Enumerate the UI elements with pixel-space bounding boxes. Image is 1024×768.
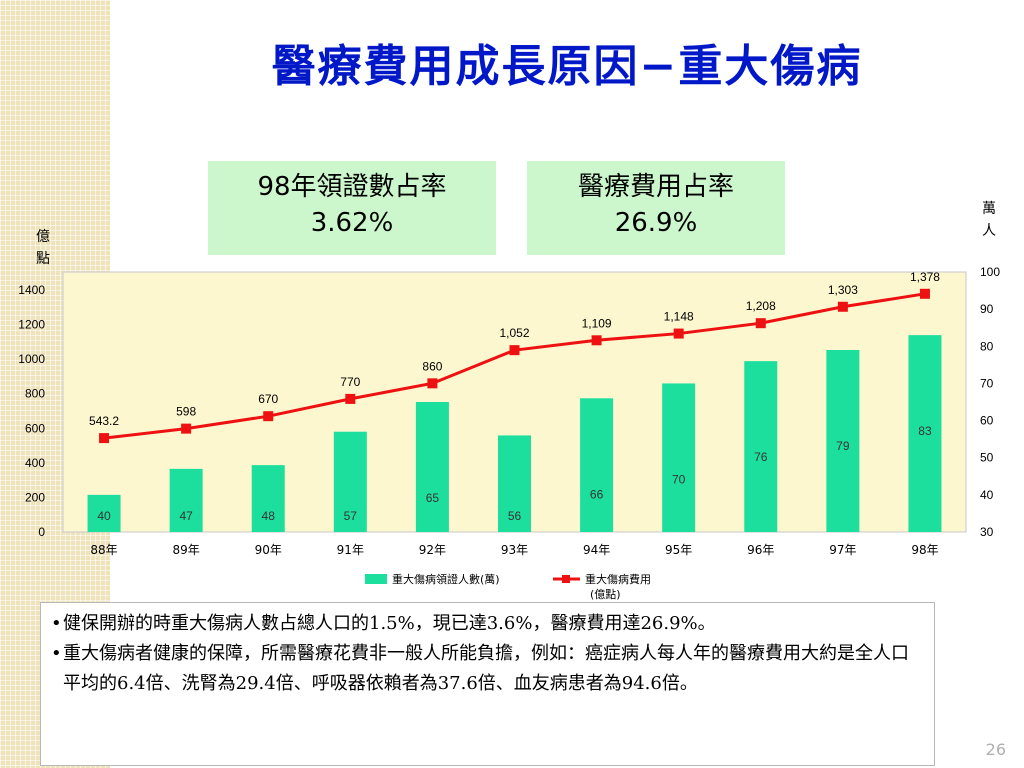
y-right-tick-label: 70 [980, 376, 994, 390]
x-tick-label: 97年 [829, 543, 856, 557]
line-marker [99, 433, 110, 444]
line-marker [345, 393, 356, 404]
line-marker [837, 301, 848, 312]
line-data-label: 1,052 [499, 326, 529, 340]
bar-data-label: 70 [672, 472, 686, 486]
legend-label-line: 重大傷病費用(億點) [585, 572, 651, 601]
stat-box-value: 3.62% [310, 208, 394, 238]
line-marker [591, 335, 602, 346]
bullet-text: 重大傷病者健康的保障，所需醫療花費非一般人所能負擔，例如：癌症病人每人年的醫療費… [63, 643, 909, 694]
y-right-tick-label: 50 [980, 451, 994, 465]
y-left-tick-label: 600 [25, 421, 45, 435]
combo-chart: 0 200 400 600 800 1000 1200 1400 30 40 50 60 70 80 90 1… [18, 265, 1000, 601]
x-tick-label: 93年 [501, 543, 528, 557]
bar [169, 468, 203, 532]
right-axis-unit: 萬人 [982, 201, 996, 239]
stat-box-value: 26.9% [614, 208, 698, 238]
y-left-tick-label: 400 [25, 456, 45, 470]
bar-data-label: 65 [426, 491, 440, 505]
stat-box-cost-share: 醫療費用占率 26.9% [527, 161, 785, 255]
bar [498, 435, 531, 532]
x-tick-label: 94年 [583, 543, 610, 557]
line-marker [755, 318, 766, 329]
line-marker [263, 411, 274, 422]
bar [826, 350, 860, 532]
bar [908, 335, 942, 532]
bar-data-label: 76 [754, 450, 768, 464]
line-marker [427, 378, 438, 389]
line-data-label: 598 [176, 405, 196, 419]
y-left-tick-label: 200 [25, 490, 45, 504]
bar-data-label: 40 [97, 509, 111, 523]
x-tick-label: 88年 [90, 543, 117, 557]
stat-box-label: 98年領證數占率 [257, 172, 447, 202]
line-data-label: 670 [258, 392, 278, 406]
bar-data-label: 48 [262, 509, 276, 523]
x-tick-label: 89年 [172, 543, 199, 557]
bar [580, 398, 614, 532]
bar [87, 494, 121, 532]
notes-box: • 健保開辦的時重大傷病人數占總人口的1.5%，現已達3.6%，醫療費用達26.… [40, 602, 935, 766]
bar [415, 402, 449, 532]
line-data-label: 770 [340, 375, 360, 389]
legend-label-bars: 重大傷病領證人數(萬) [392, 572, 500, 586]
y-right-tick-label: 40 [980, 488, 994, 502]
line-marker [919, 288, 930, 299]
bar-data-label: 57 [344, 509, 358, 523]
line-data-label: 1,303 [828, 283, 858, 297]
line-marker [509, 345, 520, 356]
y-right-tick-label: 60 [980, 414, 994, 428]
x-tick-label: 98年 [911, 543, 938, 557]
bullet-dot-icon: • [51, 643, 62, 664]
line-data-label: 1,109 [582, 316, 612, 330]
y-right-tick-label: 90 [980, 302, 994, 316]
line-data-label: 860 [422, 359, 442, 373]
bar [333, 431, 367, 532]
y-right-tick-label: 100 [980, 265, 1000, 279]
bullet-item: • 重大傷病者健康的保障，所需醫療花費非一般人所能負擔，例如：癌症病人每人年的醫… [51, 639, 924, 699]
bar [744, 361, 778, 532]
y-left-tick-label: 1000 [18, 352, 45, 366]
bullet-text: 健保開辦的時重大傷病人數占總人口的1.5%，現已達3.6%，醫療費用達26.9%… [63, 613, 716, 634]
stat-box-label: 醫療費用占率 [577, 172, 734, 202]
x-tick-label: 90年 [255, 543, 282, 557]
y-left-tick-label: 1400 [18, 283, 45, 297]
bar [662, 383, 696, 532]
bar-data-label: 47 [179, 509, 193, 523]
slide-title: 醫療費用成長原因−重大傷病 [271, 41, 863, 92]
line-data-label: 543.2 [89, 414, 119, 428]
left-axis-unit: 億點 [36, 229, 50, 267]
line-data-label: 1,148 [664, 310, 694, 324]
bar-data-label: 66 [590, 487, 604, 501]
line-data-label: 1,208 [746, 299, 776, 313]
legend-marker-line [562, 575, 570, 583]
line-data-label: 1,378 [910, 270, 940, 284]
x-tick-label: 92年 [419, 543, 446, 557]
x-tick-label: 91年 [337, 543, 364, 557]
y-left-tick-label: 0 [38, 525, 45, 539]
legend-swatch-bars [365, 574, 387, 584]
y-left-tick-label: 1200 [18, 318, 45, 332]
bar-data-label: 83 [918, 424, 932, 438]
bullet-item: • 健保開辦的時重大傷病人數占總人口的1.5%，現已達3.6%，醫療費用達26.… [51, 609, 924, 639]
bullet-dot-icon: • [51, 613, 62, 634]
bar-data-label: 56 [508, 509, 522, 523]
y-right-tick-label: 80 [980, 339, 994, 353]
line-marker [181, 423, 192, 434]
stat-box-certificate-share: 98年領證數占率 3.62% [208, 161, 496, 255]
bar-data-label: 79 [836, 439, 850, 453]
x-tick-label: 95年 [665, 543, 692, 557]
y-left-tick-label: 800 [25, 387, 45, 401]
bar [251, 465, 285, 532]
line-marker [673, 328, 684, 339]
y-right-tick-label: 30 [980, 525, 994, 539]
x-tick-label: 96年 [747, 543, 774, 557]
page-number: 26 [985, 740, 1006, 759]
